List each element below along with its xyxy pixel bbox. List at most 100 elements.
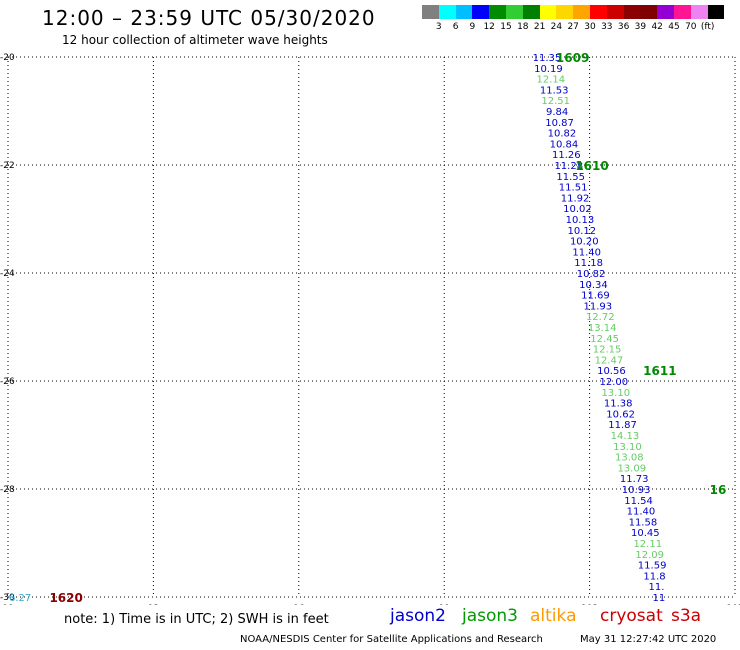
color-swatch: [472, 5, 490, 19]
time-label: 1610: [575, 159, 608, 173]
color-scale-label: 6: [452, 22, 459, 32]
wave-height-label: 10.56: [597, 366, 626, 377]
wave-height-label: 10.84: [550, 139, 579, 150]
color-scale-label: 3: [435, 22, 442, 32]
wave-height-label: 10.02: [563, 204, 592, 215]
time-label: 1609: [556, 51, 589, 65]
credits-text: NOAA/NESDIS Center for Satellite Applica…: [240, 634, 543, 645]
wave-height-label: 11.28: [554, 161, 583, 172]
wave-height-label: 12.45: [590, 334, 619, 345]
wave-height-label: 11.59: [638, 561, 667, 572]
satellite-altika: altika: [530, 606, 577, 626]
wave-height-label: 11.51: [559, 183, 588, 194]
color-swatch: [455, 5, 473, 19]
color-swatch: [573, 5, 590, 19]
wave-height-label: 10.82: [548, 129, 577, 140]
altimeter-plot: 90939699102105-20-22-24-26-28-3011.3510.…: [0, 51, 740, 605]
x-tick-label: 102: [581, 604, 598, 605]
time-label: 1611: [643, 364, 676, 378]
wave-height-label: 10.34: [579, 280, 608, 291]
color-swatch: [489, 5, 506, 19]
x-tick-label: 96: [293, 604, 305, 605]
wave-height-label: 13.10: [601, 388, 630, 399]
color-scale-label: 21: [533, 22, 546, 32]
color-scale-label: 70: [685, 22, 697, 32]
generated-timestamp: May 31 12:27:42 UTC 2020: [580, 634, 717, 645]
wave-height-label: 10.12: [568, 226, 597, 237]
color-swatch: [707, 5, 725, 19]
y-tick-label: -26: [0, 377, 15, 387]
color-swatch: [539, 5, 557, 19]
wave-height-label: 10.13: [566, 215, 595, 226]
wave-height-label: 12.11: [633, 539, 662, 550]
wave-height-label: 12.72: [586, 312, 615, 323]
wave-height-label: 10.87: [545, 118, 574, 129]
y-tick-label: -22: [0, 161, 15, 171]
wave-height-label: 11.18: [574, 258, 603, 269]
wave-height-label: 11.69: [581, 291, 610, 302]
wave-height-label: 11.40: [572, 247, 601, 258]
wave-height-label: 11.8: [643, 571, 665, 582]
wave-height-label: 11.40: [627, 507, 656, 518]
color-scale-label: 45: [668, 22, 680, 32]
wave-height-label: 13.09: [617, 463, 646, 474]
color-swatch: [657, 5, 674, 19]
chart-title: 12:00 – 23:59 UTC 05/30/2020: [42, 6, 376, 30]
wave-height-label: 11.93: [584, 301, 613, 312]
color-swatch: [674, 5, 691, 19]
color-scale-label: 15: [500, 22, 512, 32]
time-label: 1620: [49, 591, 82, 605]
wave-height-label: 10.93: [622, 485, 651, 496]
color-scale-label: 42: [651, 22, 663, 32]
color-scale-label: 33: [601, 22, 613, 32]
wave-height-label: 10.62: [606, 409, 635, 420]
wave-height-label: 11.53: [540, 85, 569, 96]
y-tick-label: -28: [0, 485, 15, 495]
color-scale-label: 12: [483, 22, 495, 32]
color-swatch: [606, 5, 624, 19]
wave-height-label: 12.15: [593, 345, 622, 356]
wave-height-label: 12.47: [595, 355, 624, 366]
color-swatch: [556, 5, 574, 19]
y-tick-label: -20: [0, 53, 15, 63]
wave-height-label: 11.73: [620, 474, 649, 485]
color-scale-label: 30: [584, 22, 596, 32]
wave-height-label: 6.27: [9, 593, 31, 604]
wave-height-label: 11.92: [561, 193, 590, 204]
wave-height-label: 10.20: [570, 237, 599, 248]
wave-height-label: 12.09: [635, 550, 664, 561]
wave-height-label: 10.82: [577, 269, 606, 280]
wave-height-label: 13.14: [588, 323, 617, 334]
color-swatch: [590, 5, 607, 19]
color-scale-label: 27: [567, 22, 579, 32]
y-tick-label: -30: [0, 593, 15, 603]
wave-height-label: 13.10: [613, 442, 642, 453]
wave-height-label: 11.55: [556, 172, 585, 183]
chart-subtitle: 12 hour collection of altimeter wave hei…: [62, 33, 328, 47]
wave-height-label: 11.87: [608, 420, 637, 431]
footer-note: note: 1) Time is in UTC; 2) SWH is in fe…: [64, 612, 329, 627]
color-swatch: [640, 5, 658, 19]
x-tick-label: 93: [148, 604, 159, 605]
color-scale-label: 18: [517, 22, 529, 32]
wave-height-label: 12.00: [600, 377, 629, 388]
color-scale-label: 24: [550, 22, 563, 32]
color-scale-label: (ft): [700, 22, 715, 32]
y-tick-label: -24: [0, 269, 15, 279]
color-swatch: [506, 5, 523, 19]
x-tick-label: 90: [2, 604, 14, 605]
wave-height-label: 10.45: [631, 528, 660, 539]
wave-height-label: 11.26: [552, 150, 581, 161]
time-label: 16: [710, 483, 727, 497]
color-swatch: [623, 5, 641, 19]
color-swatch: [690, 5, 708, 19]
wave-height-label: 11.38: [604, 399, 633, 410]
color-scale-label: 36: [617, 22, 630, 32]
wave-height-label: 11.54: [624, 496, 653, 507]
wave-height-label: 11: [653, 593, 666, 604]
color-swatch: [438, 5, 456, 19]
x-tick-label: 99: [438, 604, 450, 605]
wave-height-label: 12.14: [537, 75, 566, 86]
wave-height-label: 10.19: [534, 64, 563, 75]
color-swatch: [422, 5, 439, 19]
